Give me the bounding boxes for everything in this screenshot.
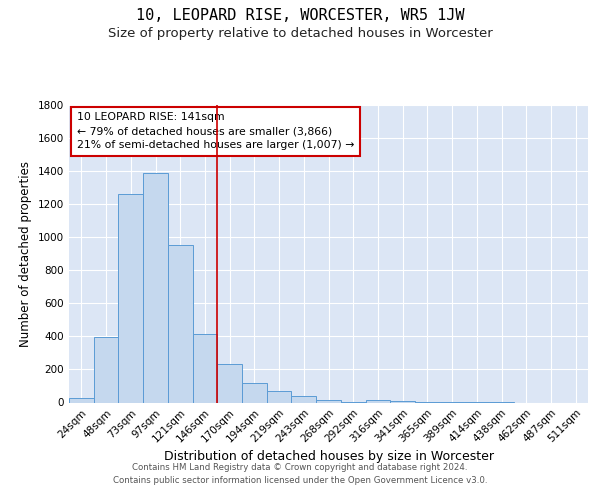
Bar [365, 400, 390, 402]
X-axis label: Distribution of detached houses by size in Worcester: Distribution of detached houses by size … [163, 450, 493, 463]
Bar [168, 246, 193, 402]
Bar [390, 401, 415, 402]
Bar [193, 334, 217, 402]
Text: Contains HM Land Registry data © Crown copyright and database right 2024.: Contains HM Land Registry data © Crown c… [132, 462, 468, 471]
Text: 10, LEOPARD RISE, WORCESTER, WR5 1JW: 10, LEOPARD RISE, WORCESTER, WR5 1JW [136, 8, 464, 22]
Bar [217, 364, 242, 403]
Bar [94, 337, 118, 402]
Text: 10 LEOPARD RISE: 141sqm
← 79% of detached houses are smaller (3,866)
21% of semi: 10 LEOPARD RISE: 141sqm ← 79% of detache… [77, 112, 354, 150]
Bar [267, 391, 292, 402]
Bar [242, 384, 267, 402]
Bar [69, 398, 94, 402]
Bar [316, 400, 341, 402]
Text: Size of property relative to detached houses in Worcester: Size of property relative to detached ho… [107, 28, 493, 40]
Y-axis label: Number of detached properties: Number of detached properties [19, 161, 32, 347]
Bar [118, 194, 143, 402]
Bar [143, 173, 168, 402]
Bar [292, 396, 316, 402]
Text: Contains public sector information licensed under the Open Government Licence v3: Contains public sector information licen… [113, 476, 487, 485]
